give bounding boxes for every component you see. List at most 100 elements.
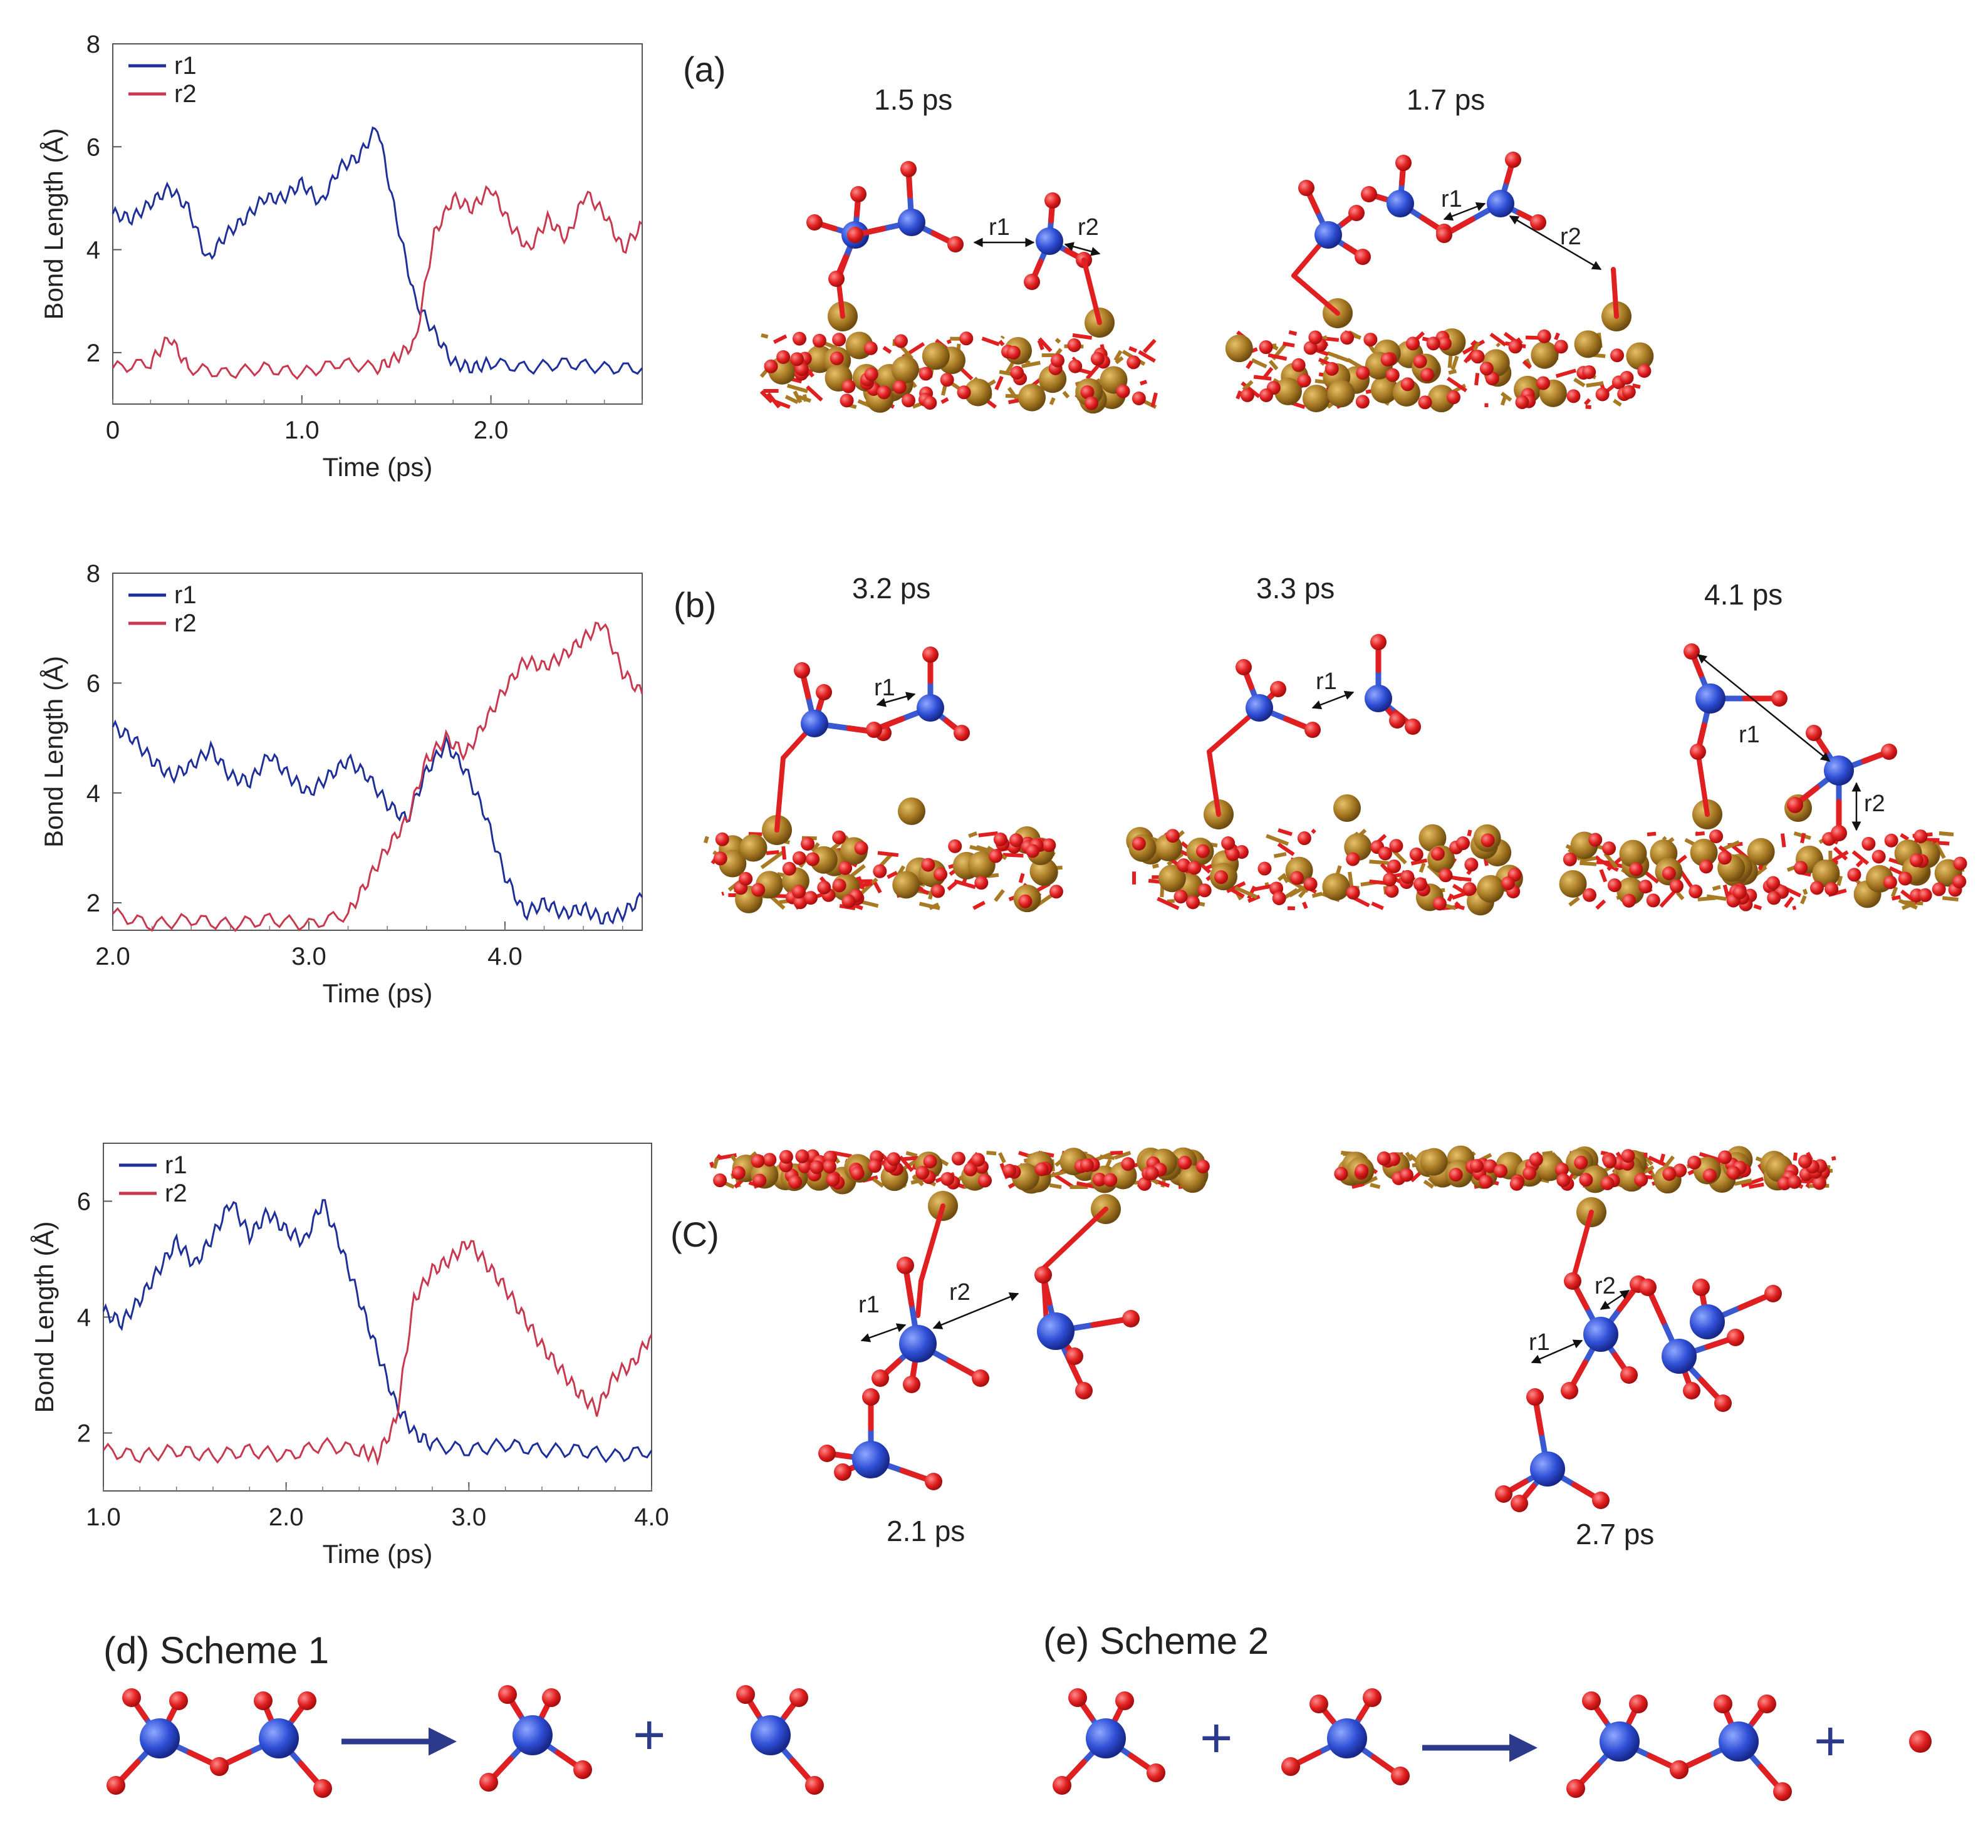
oxygen-atom	[739, 871, 753, 886]
series-line-r1	[112, 126, 643, 375]
oxygen-atom	[1010, 366, 1024, 380]
lattice-bond	[1000, 335, 1005, 340]
r1-label-b1: r1	[874, 675, 895, 701]
oxygen-atom	[1767, 891, 1781, 905]
lattice-bond	[766, 849, 779, 856]
oxygen-atom	[782, 861, 796, 876]
scheme-1-molecules	[107, 1685, 824, 1798]
x-tick-label: 3.0	[291, 943, 326, 970]
oxygen-atom	[834, 1463, 851, 1481]
sulfur-atom	[1314, 221, 1342, 249]
oxygen-atom	[1380, 352, 1395, 366]
y-axis-label: Bond Length (Å)	[29, 1222, 59, 1413]
lattice-bond	[1369, 859, 1389, 865]
metal-atom	[1690, 838, 1718, 866]
lattice-bond	[877, 851, 899, 858]
lattice-bond	[1234, 886, 1258, 899]
oxygen-atom	[1620, 1366, 1638, 1384]
oxygen-atom	[789, 1688, 808, 1707]
oxygen-atom	[1226, 847, 1240, 861]
lattice-bond	[905, 1151, 918, 1158]
lattice-bond	[1836, 875, 1843, 886]
oxygen-atom	[1592, 1492, 1610, 1509]
lattice-bond	[1142, 338, 1157, 353]
oxygen-atom	[803, 891, 818, 905]
r1-label-b2: r1	[1316, 668, 1337, 695]
series-line-r2	[112, 185, 643, 380]
oxygen-atom	[1646, 893, 1660, 908]
oxygen-atom	[1757, 1695, 1776, 1713]
oxygen-atom	[1049, 885, 1063, 899]
lattice-bond	[761, 333, 769, 339]
oxygen-atom	[1773, 1782, 1792, 1801]
oxygen-atom	[1764, 1285, 1782, 1302]
oxygen-atom	[752, 1173, 767, 1188]
x-tick-label: 3.0	[452, 1503, 487, 1531]
y-tick-label: 2	[86, 340, 100, 367]
lattice-bond	[1448, 369, 1457, 375]
oxygen-atom	[1709, 829, 1724, 844]
oxygen-atom	[809, 1160, 824, 1175]
oxygen-atom	[832, 333, 846, 347]
sulfur-atom	[1690, 1304, 1725, 1339]
bond-length-arrow	[1697, 654, 1831, 762]
scheme-1-title: (d) Scheme 1	[103, 1629, 329, 1671]
oxygen-atom	[1363, 333, 1378, 347]
lattice-bond	[1496, 342, 1501, 348]
oxygen-atom	[1566, 1779, 1585, 1798]
snapshot-b2	[1204, 634, 1421, 829]
lattice-bond	[994, 375, 1004, 390]
oxygen-atom	[1044, 192, 1061, 209]
oxygen-atom	[1298, 180, 1314, 196]
lattice-bond	[954, 879, 976, 890]
oxygen-atom	[1662, 1167, 1677, 1181]
oxygen-atom	[1479, 1175, 1493, 1189]
metal-atom	[892, 871, 920, 899]
lattice-bond	[1351, 1181, 1365, 1189]
metal-atom	[898, 797, 925, 825]
sulfur-atom	[1530, 1451, 1565, 1487]
metal-atom	[891, 355, 919, 383]
oxygen-atom	[1389, 712, 1405, 729]
oxygen-atom	[1932, 882, 1946, 896]
y-tick-label: 6	[77, 1188, 91, 1216]
oxygen-atom	[1080, 385, 1095, 400]
oxygen-atom	[1304, 722, 1321, 738]
oxygen-atom	[989, 849, 1003, 863]
oxygen-atom	[1952, 875, 1967, 889]
oxygen-atom	[1115, 1691, 1134, 1710]
oxygen-atom	[1406, 336, 1420, 351]
lattice-bond	[1595, 899, 1606, 910]
y-tick-label: 8	[86, 31, 100, 58]
lattice-bond	[1311, 891, 1323, 898]
oxygen-atom	[828, 271, 845, 287]
sulfur-atom	[751, 1715, 791, 1755]
oxygen-atom	[1067, 338, 1081, 353]
y-axis-label: Bond Length (Å)	[39, 656, 68, 848]
bond-length-chart-c: 1.0 2.0 3.0 4.0 2 4 6 Time (ps) Bond Length (Å) r…	[29, 1143, 669, 1569]
oxygen-atom	[1634, 1173, 1648, 1187]
lattice-bond	[1049, 397, 1056, 405]
lattice-bond	[1712, 885, 1721, 891]
oxygen-atom	[1281, 1757, 1300, 1776]
legend-label-r2: r2	[174, 80, 197, 108]
lattice-bond	[1748, 1182, 1764, 1189]
lattice-bond	[1720, 840, 1740, 851]
oxygen-atom	[713, 851, 727, 866]
oxygen-atom	[868, 1159, 882, 1173]
oxygen-atom	[1240, 388, 1254, 402]
legend-label-r2: r2	[165, 1180, 187, 1207]
oxygen-atom	[1602, 841, 1616, 856]
oxygen-atom	[313, 1779, 332, 1798]
oxygen-atom	[806, 214, 823, 231]
y-tick-label: 6	[86, 133, 100, 161]
lattice-bond	[1253, 375, 1272, 381]
oxygen-atom	[940, 1171, 955, 1186]
lattice-bond	[1932, 840, 1950, 846]
lattice-bond	[968, 831, 978, 838]
oxygen-atom	[1871, 849, 1886, 864]
lattice-bond	[1662, 836, 1667, 841]
oxygen-atom	[915, 1166, 930, 1180]
oxygen-atom	[1436, 227, 1452, 243]
lattice-bond	[873, 881, 882, 894]
